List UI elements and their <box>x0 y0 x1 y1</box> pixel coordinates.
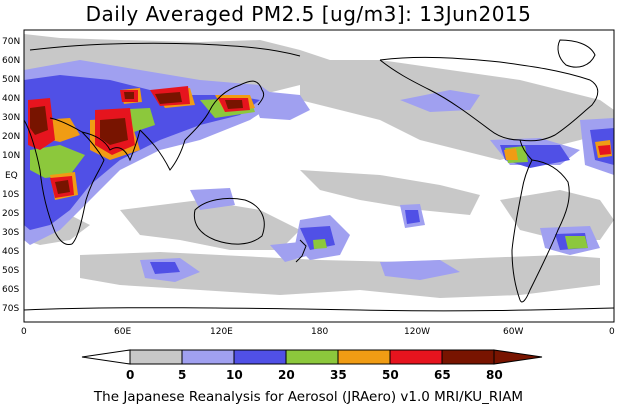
colorbar-bin <box>181 349 235 365</box>
colorbar-bin <box>233 349 287 365</box>
lon-label: 180 <box>311 327 328 337</box>
pm25-fields <box>24 34 614 298</box>
longitude-labels: 0 60E 120E 180 120W 60W 0 <box>21 327 615 337</box>
lat-label: 50N <box>2 75 20 85</box>
colorbar-bin <box>285 349 339 365</box>
lat-label: 10S <box>2 190 19 200</box>
colorbar-label: 0 <box>126 368 134 382</box>
lat-label: 30N <box>2 113 20 123</box>
colorbar-label: 80 <box>486 368 503 382</box>
footer-credit: The Japanese Reanalysis for Aerosol (JRA… <box>93 389 524 405</box>
colorbar-bin <box>389 349 443 365</box>
lat-label: 10N <box>2 151 20 161</box>
latitude-labels: 70N 60N 50N 40N 30N 20N 10N EQ 10S 20S 3… <box>2 37 20 314</box>
lon-label: 120E <box>210 327 233 337</box>
colorbar-low-arrow <box>81 349 131 365</box>
colorbar-label: 50 <box>382 368 399 382</box>
lat-label: 50S <box>2 266 19 276</box>
colorbar-label: 5 <box>178 368 186 382</box>
lat-label: 20S <box>2 209 19 219</box>
lon-label: 60W <box>503 327 523 337</box>
lat-label: 40N <box>2 94 20 104</box>
map-title: Daily Averaged PM2.5 [ug/m3]: 13Jun2015 <box>85 2 532 26</box>
lat-label: 60S <box>2 285 19 295</box>
colorbar-bin <box>441 349 495 365</box>
colorbar-label: 65 <box>434 368 451 382</box>
lat-label: 70S <box>2 304 19 314</box>
map-frame <box>23 29 615 323</box>
colorbar-high-arrow <box>493 349 543 365</box>
colorbar-bin <box>129 349 183 365</box>
pm25-map: 70N 60N 50N 40N 30N 20N 10N EQ 10S 20S 3… <box>2 29 615 382</box>
coastlines <box>23 39 615 312</box>
lat-label: 40S <box>2 247 19 257</box>
lon-label: 0 <box>609 327 615 337</box>
lat-label: EQ <box>5 171 18 181</box>
lat-label: 60N <box>2 56 20 66</box>
colorbar-label: 10 <box>226 368 243 382</box>
colorbar-bin <box>337 349 391 365</box>
lat-label: 30S <box>2 228 19 238</box>
lat-label: 70N <box>2 37 20 47</box>
colorbar: 0 5 10 20 35 50 65 80 <box>81 349 543 382</box>
colorbar-label: 35 <box>330 368 347 382</box>
lon-label: 0 <box>21 327 27 337</box>
colorbar-label: 20 <box>278 368 295 382</box>
lat-label: 20N <box>2 132 20 142</box>
lon-label: 120W <box>404 327 430 337</box>
lon-label: 60E <box>114 327 131 337</box>
